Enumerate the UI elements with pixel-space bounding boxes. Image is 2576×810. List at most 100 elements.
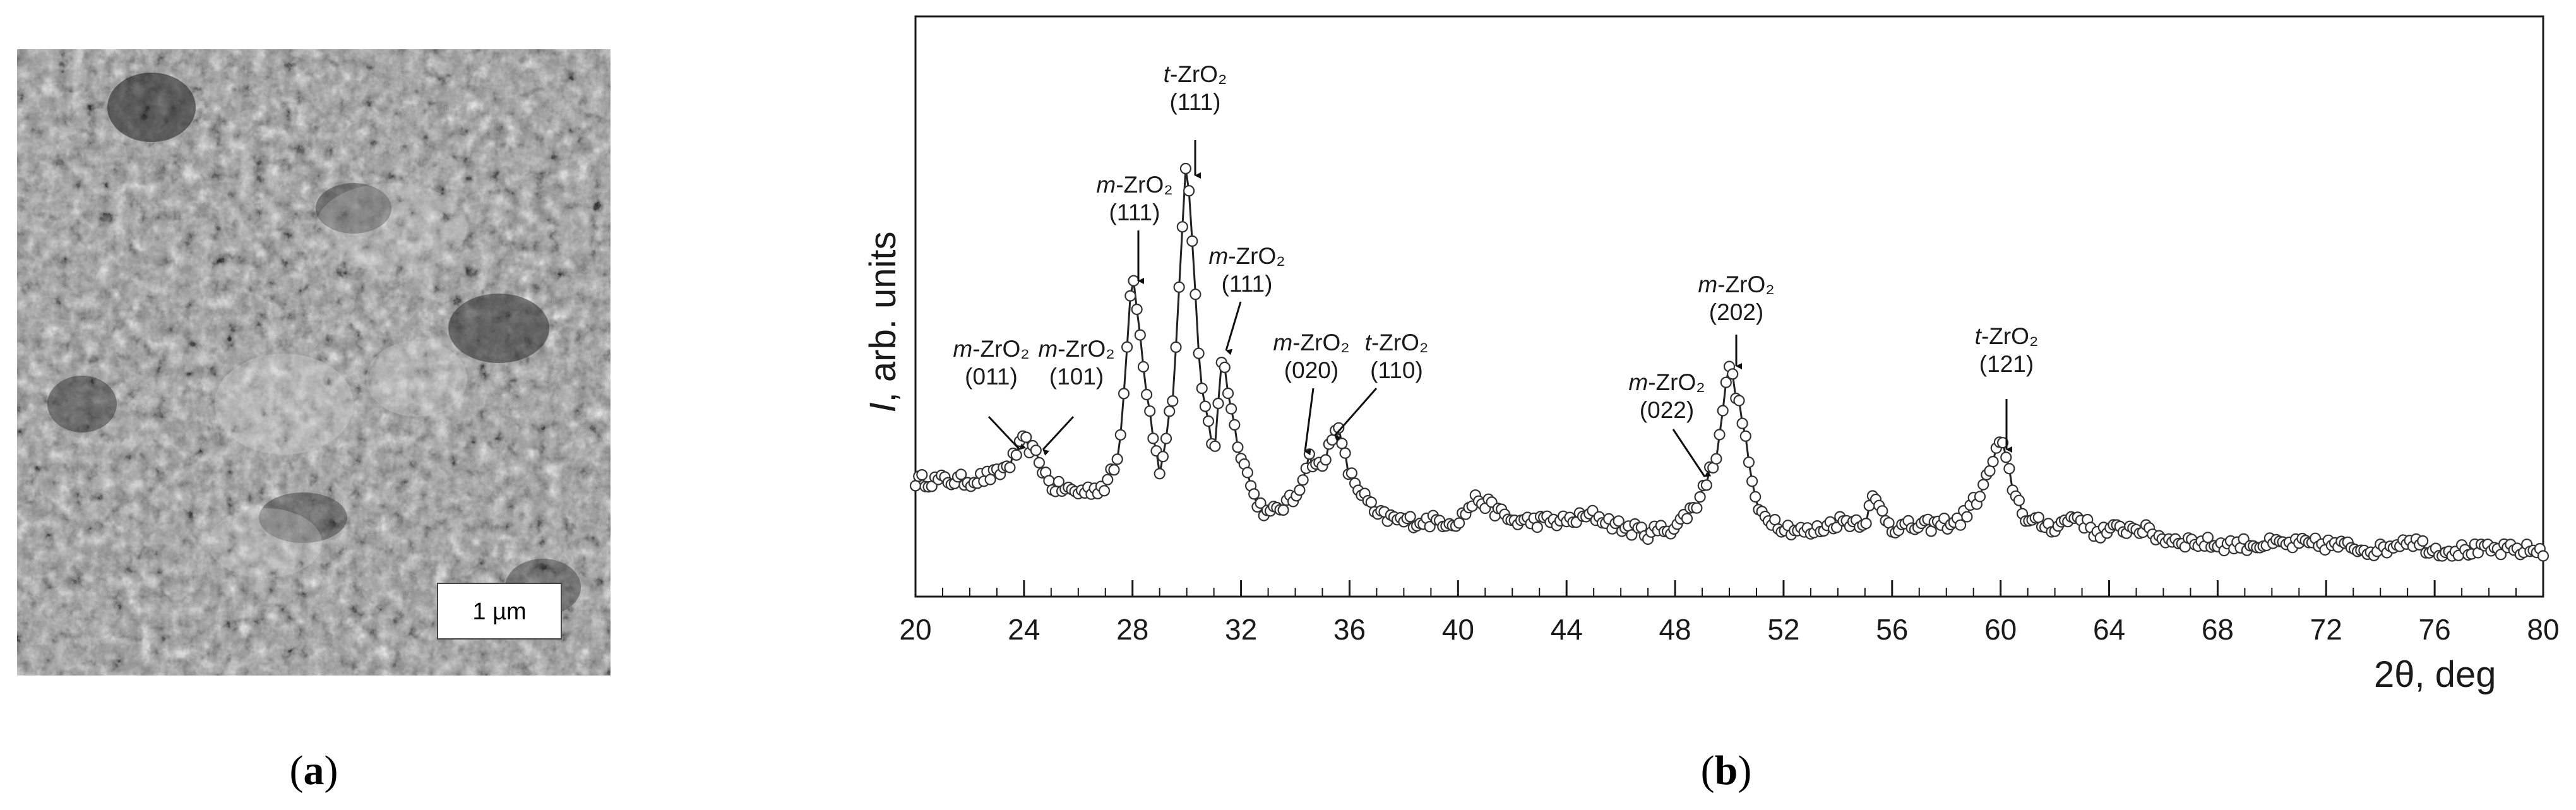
peak-hkl-label: (110) (1370, 357, 1423, 383)
data-point (1336, 438, 1348, 450)
data-point (1225, 403, 1237, 415)
peak-annotation: m-ZrO₂(111) (1096, 172, 1173, 284)
peak-phase-label: m-ZrO₂ (1273, 330, 1349, 355)
peak-arrow (1304, 388, 1315, 456)
data-layer (909, 162, 2549, 562)
data-point (1743, 456, 1755, 468)
peak-annotation: m-ZrO₂(011) (953, 336, 1030, 451)
peak-hkl-label: (111) (1222, 271, 1273, 297)
data-point (1183, 185, 1195, 197)
peak-phase-label: m-ZrO₂ (1096, 172, 1172, 198)
data-point (984, 473, 996, 485)
x-tick-label: 76 (2419, 613, 2451, 646)
peak-hkl-label: (121) (1979, 351, 2034, 377)
data-point (1727, 368, 1739, 380)
peak-annotation: t-ZrO₂(110) (1333, 330, 1429, 442)
x-tick-label: 56 (1876, 613, 1908, 646)
data-point (1121, 341, 1133, 353)
data-point (1212, 397, 1224, 410)
panel-b-letter: b (1715, 747, 1738, 794)
data-point (1030, 444, 1042, 456)
peak-phase-label: m-ZrO₂ (1208, 243, 1285, 269)
data-point (1277, 504, 1289, 516)
x-axis-tick-labels: 20 24 28 32 36 40 44 48 52 56 60 64 68 72 76 80 (899, 613, 2559, 646)
data-point (1219, 361, 1231, 374)
data-point (2013, 494, 2025, 506)
data-point (909, 480, 922, 492)
x-tick-label: 80 (2527, 613, 2559, 646)
data-point (2000, 451, 2012, 463)
data-point (1124, 290, 1136, 302)
data-point (1320, 454, 1332, 466)
data-point (1714, 429, 1726, 441)
x-tick-label: 64 (2093, 613, 2125, 646)
peak-phase-label: m-ZrO₂ (1628, 369, 1705, 395)
data-point (1164, 405, 1176, 417)
data-point (955, 468, 967, 480)
peak-phase-label: t-ZrO₂ (1164, 61, 1227, 87)
peak-phase-label: t-ZrO₂ (1365, 330, 1429, 355)
data-point (1199, 400, 1212, 412)
data-point (1746, 475, 1758, 487)
data-point (1974, 491, 1986, 503)
data-point (1365, 496, 1377, 508)
panel-b-label: (b) (1701, 747, 1752, 794)
x-axis-ticks (914, 580, 2544, 597)
data-point (1020, 431, 1032, 443)
x-tick-label: 60 (1984, 613, 2017, 646)
peak-annotation: t-ZrO₂(111) (1164, 61, 1227, 179)
data-point (1157, 451, 1169, 463)
data-point (1255, 497, 1267, 509)
x-tick-label: 48 (1659, 613, 1691, 646)
scale-bar-label: 1 µm (472, 599, 526, 625)
data-point (1961, 511, 1973, 523)
peak-annotation: m-ZrO₂(101) (1038, 336, 1115, 456)
peak-arrow (1042, 415, 1075, 456)
x-tick-label: 24 (1008, 613, 1040, 646)
peak-annotation: m-ZrO₂(111) (1208, 243, 1285, 355)
data-point (1167, 395, 1179, 407)
data-point (1229, 419, 1241, 431)
data-point (2003, 463, 2015, 475)
x-tick-label: 72 (2310, 613, 2342, 646)
data-point (1176, 221, 1188, 233)
data-point (1710, 453, 1722, 465)
x-tick-label: 20 (899, 613, 931, 646)
x-tick-label: 36 (1333, 613, 1366, 646)
data-point (1613, 515, 1625, 527)
peak-phase-label: m-ZrO₂ (953, 336, 1029, 362)
data-point (1739, 430, 1751, 442)
data-point (2417, 535, 2429, 547)
data-point (1140, 388, 1153, 401)
peak-hkl-label: (101) (1049, 364, 1104, 390)
x-tick-label: 52 (1767, 613, 1799, 646)
data-point (2238, 533, 2250, 545)
data-point (2495, 549, 2507, 561)
peak-phase-label: m-ZrO₂ (1698, 271, 1774, 297)
data-point (1131, 303, 1143, 316)
peak-arrow (1225, 301, 1242, 355)
data-point (1750, 491, 1762, 503)
data-point (1004, 462, 1016, 473)
panel-a-label: (a) (290, 747, 338, 794)
data-point (1769, 513, 1781, 526)
y-axis-label: I, arb. units (862, 232, 903, 413)
data-point (1404, 511, 1416, 523)
y-axis-label-units: , arb. units (862, 232, 903, 403)
data-point (1241, 467, 1254, 479)
data-point (1010, 449, 1022, 461)
peak-phase-label: t-ZrO₂ (1975, 323, 2039, 349)
data-point (1111, 453, 1123, 465)
data-point (1977, 479, 1989, 491)
data-point (1118, 388, 1130, 400)
peak-annotation: m-ZrO₂(202) (1698, 271, 1775, 369)
data-point (1248, 488, 1260, 500)
peak-annotation: t-ZrO₂(121) (1975, 323, 2039, 453)
data-point (1691, 502, 1703, 514)
peak-hkl-label: (011) (965, 364, 1018, 390)
peak-hkl-label: (111) (1109, 200, 1160, 225)
data-point (916, 468, 928, 481)
data-point (1720, 376, 1732, 388)
data-point (1222, 387, 1234, 400)
